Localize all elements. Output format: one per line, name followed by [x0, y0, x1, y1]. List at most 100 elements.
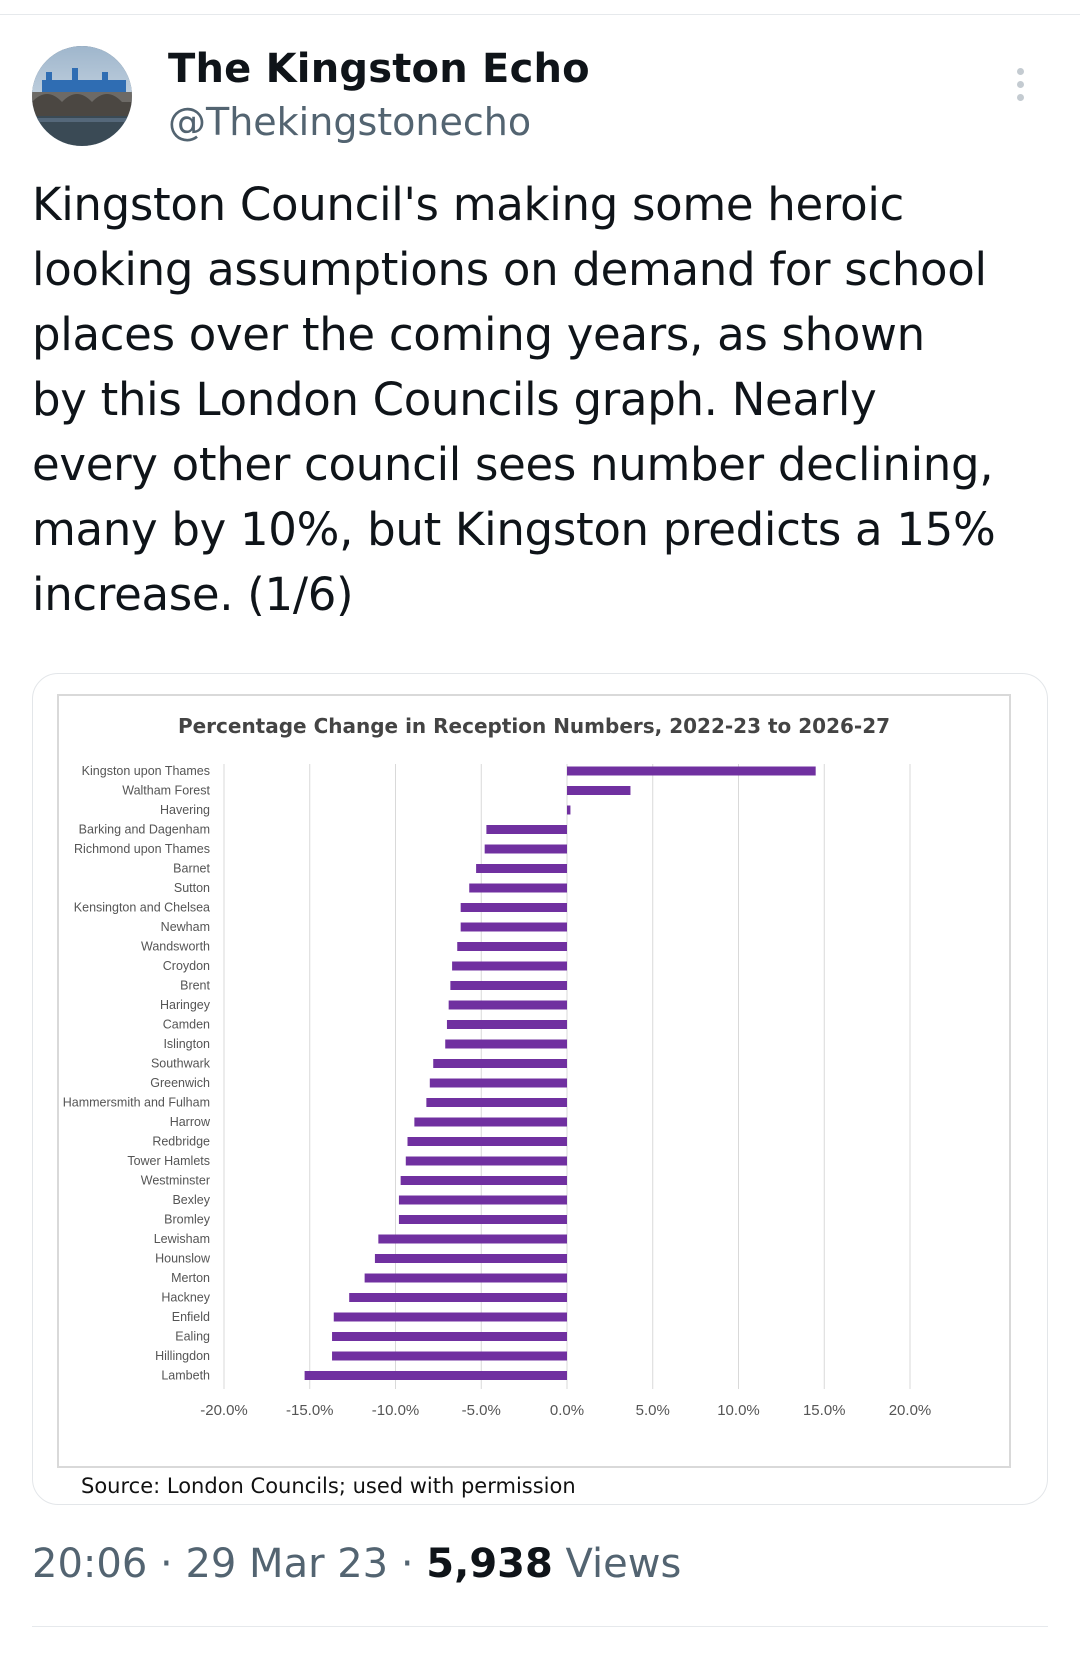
chart-bar: [457, 942, 567, 951]
chart-bar: [398, 1195, 567, 1205]
x-tick-label: 5.0%: [636, 1402, 670, 1419]
chart-bar: [460, 922, 567, 932]
chart-image: Percentage Change in Reception Numbers, …: [57, 694, 1011, 1468]
category-label: Havering: [160, 803, 210, 817]
media-card[interactable]: Percentage Change in Reception Numbers, …: [32, 673, 1048, 1505]
category-label: Hillingdon: [155, 1349, 210, 1363]
tweet-text-line: by this London Councils graph. Nearly: [32, 373, 877, 426]
meta-separator: ·: [160, 1541, 173, 1587]
category-label: Haringey: [160, 998, 211, 1012]
x-tick-label: -20.0%: [200, 1402, 248, 1419]
chart-title: Percentage Change in Reception Numbers, …: [178, 714, 890, 738]
category-label: Bexley: [172, 1193, 210, 1207]
chart-bar: [374, 1254, 567, 1263]
category-label: Barking and Dagenham: [79, 823, 210, 837]
category-label: Islington: [163, 1037, 210, 1051]
tweet-date[interactable]: 29 Mar 23: [185, 1541, 389, 1587]
x-tick-label: 20.0%: [889, 1402, 932, 1419]
meta-separator: ·: [400, 1541, 414, 1587]
x-tick-label: -5.0%: [462, 1402, 501, 1419]
category-label: Bromley: [164, 1213, 211, 1227]
chart-bar: [567, 805, 571, 815]
category-label: Kingston upon Thames: [82, 764, 210, 778]
bar-chart: Percentage Change in Reception Numbers, …: [63, 714, 932, 1419]
avatar[interactable]: [32, 46, 132, 146]
views-count: 5,938: [426, 1541, 553, 1587]
category-label: Camden: [163, 1018, 210, 1032]
category-label: Hackney: [161, 1291, 210, 1305]
chart-bar: [349, 1293, 567, 1302]
tweet-text: Kingston Council's making some heroic lo…: [32, 172, 1052, 627]
chart-bar: [452, 961, 567, 971]
category-label: Greenwich: [150, 1076, 210, 1090]
tweet-text-line: increase. (1/6): [32, 568, 354, 621]
category-label: Westminster: [141, 1174, 210, 1188]
chart-bar: [460, 903, 567, 912]
category-label: Hammersmith and Fulham: [63, 1096, 210, 1110]
category-label: Waltham Forest: [122, 784, 210, 798]
chart-bar: [398, 1215, 567, 1224]
category-label: Brent: [180, 979, 210, 993]
source-caption: Source: London Councils; used with permi…: [81, 1474, 576, 1498]
chart-bar: [469, 883, 567, 893]
chart-bar: [433, 1059, 567, 1068]
chart-bar: [450, 981, 567, 990]
chart-bar: [304, 1371, 567, 1380]
category-label: Barnet: [173, 862, 210, 876]
chart-bar: [400, 1176, 567, 1185]
category-label: Wandsworth: [141, 940, 210, 954]
x-tick-label: 10.0%: [717, 1402, 760, 1419]
chart-bar: [378, 1234, 567, 1244]
category-label: Kensington and Chelsea: [74, 901, 210, 915]
x-tick-label: 15.0%: [803, 1402, 846, 1419]
category-label: Newham: [161, 920, 210, 934]
chart-bar: [414, 1117, 567, 1127]
chart-bar: [567, 786, 631, 795]
chart-bar: [476, 864, 567, 873]
category-label: Lewisham: [154, 1232, 210, 1246]
views-label: Views: [565, 1541, 682, 1587]
category-label: Hounslow: [155, 1252, 211, 1266]
category-label: Ealing: [175, 1330, 210, 1344]
category-label: Richmond upon Thames: [74, 842, 210, 856]
x-tick-label: -10.0%: [372, 1402, 420, 1419]
chart-bar: [448, 1000, 567, 1010]
tweet-text-line: every other council sees number declinin…: [32, 438, 994, 491]
top-divider: [0, 14, 1080, 15]
category-label: Redbridge: [152, 1135, 210, 1149]
chart-bar: [407, 1137, 567, 1146]
author-handle[interactable]: @Thekingstonecho: [168, 100, 532, 144]
chart-bar: [445, 1039, 567, 1049]
chart-bar: [333, 1312, 567, 1322]
category-label: Southwark: [151, 1057, 211, 1071]
tweet-text-line: looking assumptions on demand for school: [32, 243, 987, 296]
tweet-text-line: many by 10%, but Kingston predicts a 15%: [32, 503, 996, 556]
category-label: Merton: [171, 1271, 210, 1285]
category-label: Lambeth: [161, 1369, 210, 1383]
tweet-text-line: places over the coming years, as shown: [32, 308, 925, 361]
category-label: Croydon: [163, 959, 210, 973]
chart-bar: [484, 844, 567, 854]
more-vertical-icon[interactable]: [1005, 68, 1035, 114]
tweet-meta: 20:06 · 29 Mar 23 · 5,938 Views: [32, 1541, 681, 1587]
avatar-image: [32, 46, 132, 146]
category-label: Tower Hamlets: [127, 1154, 210, 1168]
tweet-text-line: Kingston Council's making some heroic: [32, 178, 904, 231]
category-label: Harrow: [170, 1115, 211, 1129]
category-label: Enfield: [172, 1310, 210, 1324]
x-tick-label: 0.0%: [550, 1402, 584, 1419]
author-name[interactable]: The Kingston Echo: [168, 46, 590, 92]
chart-bar: [486, 825, 567, 834]
category-label: Sutton: [174, 881, 210, 895]
chart-bar: [426, 1098, 567, 1107]
chart-bar: [364, 1273, 567, 1283]
chart-bar: [567, 766, 816, 776]
chart-bar: [405, 1156, 567, 1166]
x-tick-label: -15.0%: [286, 1402, 334, 1419]
bottom-divider: [32, 1626, 1048, 1627]
chart-bar: [332, 1332, 567, 1341]
chart-bar: [429, 1078, 567, 1088]
chart-bar: [446, 1020, 567, 1029]
tweet-time[interactable]: 20:06: [32, 1541, 148, 1587]
chart-bar: [332, 1351, 567, 1361]
